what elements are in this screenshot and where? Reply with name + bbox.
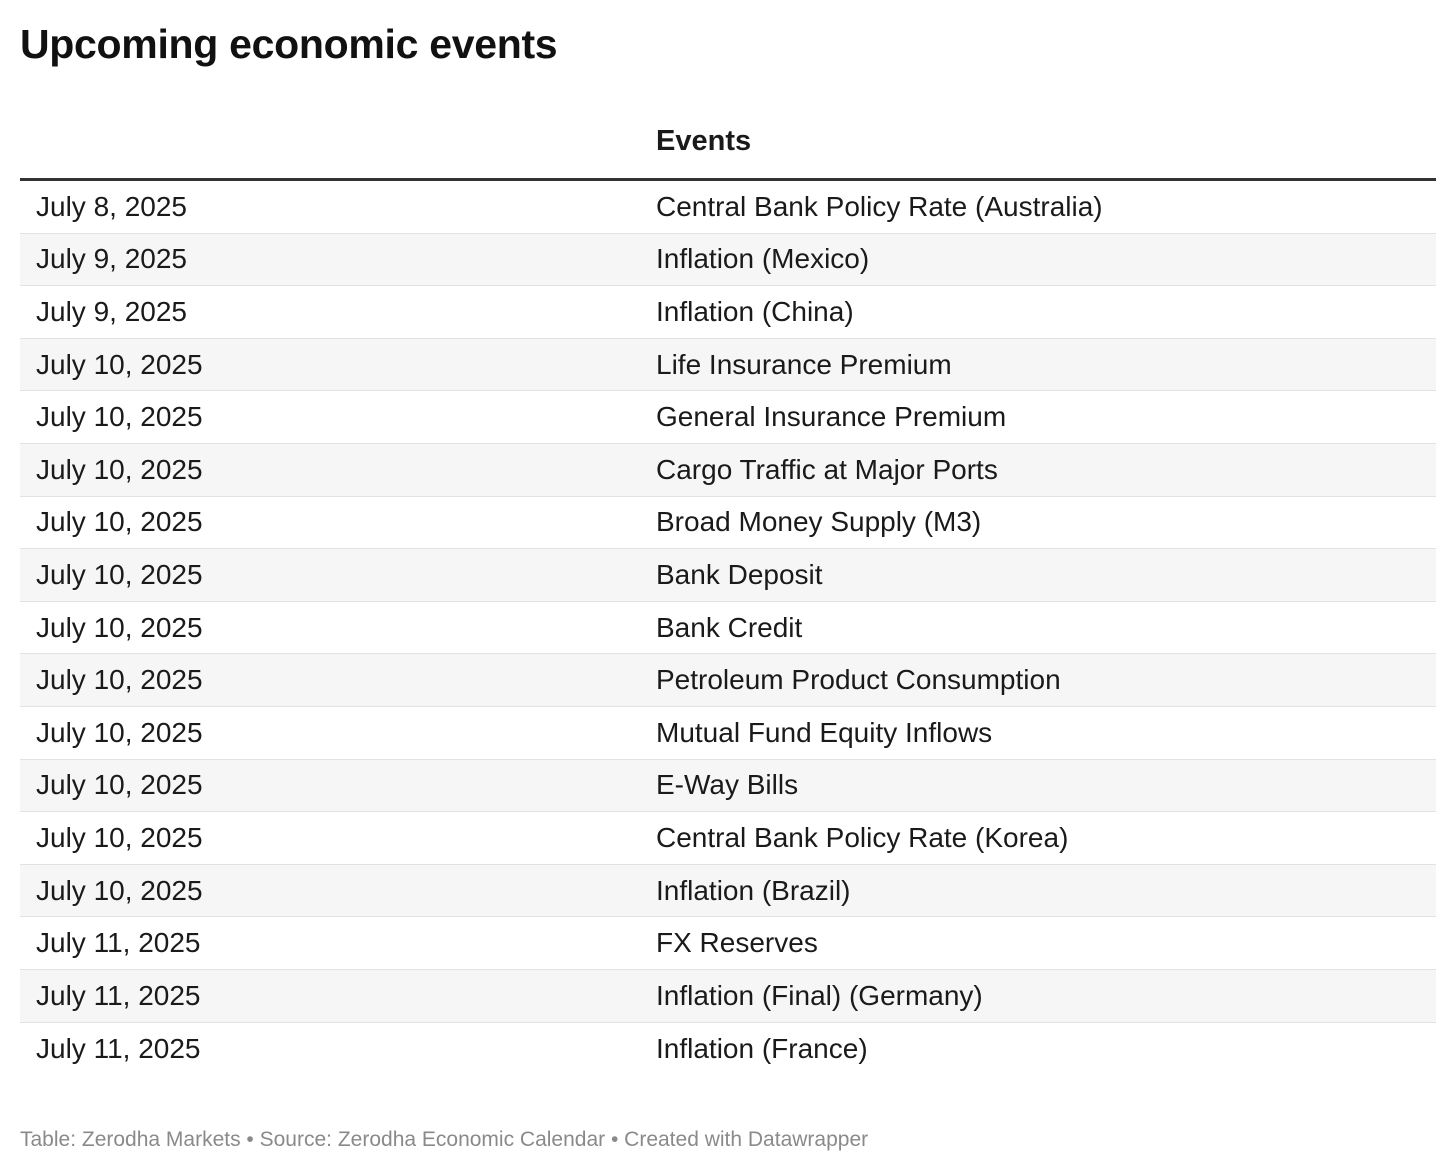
table-row: July 10, 2025 Inflation (Brazil) (20, 864, 1436, 918)
table-row: July 10, 2025 Life Insurance Premium (20, 338, 1436, 392)
table-row: July 10, 2025 Central Bank Policy Rate (K… (20, 812, 1436, 865)
row-event-cell: Inflation (China) (656, 295, 854, 327)
table-row: July 11, 2025 FX Reserves (20, 917, 1436, 970)
row-event-cell: Mutual Fund Equity Inflows (656, 716, 993, 748)
table-title: Upcoming economic events (20, 21, 558, 67)
row-event-cell: FX Reserves (656, 927, 818, 959)
row-date-cell: July 8, 2025 (36, 190, 187, 222)
row-date-cell: July 10, 2025 (36, 401, 203, 433)
row-date-cell: July 10, 2025 (36, 348, 203, 380)
row-event-cell: Broad Money Supply (M3) (656, 506, 982, 538)
row-date-cell: July 11, 2025 (36, 927, 201, 959)
row-date-cell: July 11, 2025 (36, 1032, 201, 1064)
row-date-cell: July 10, 2025 (36, 506, 203, 538)
row-event-cell: Central Bank Policy Rate (Korea) (656, 821, 1069, 853)
row-event-cell: Cargo Traffic at Major Ports (656, 453, 998, 485)
row-date-cell: July 10, 2025 (36, 874, 203, 906)
row-date-cell: July 10, 2025 (36, 558, 203, 590)
row-event-cell: E-Way Bills (656, 769, 799, 801)
table-row: July 10, 2025 Bank Deposit (20, 549, 1436, 602)
row-event-cell: Inflation (Final) (Germany) (656, 979, 983, 1011)
table-row: July 10, 2025 E-Way Bills (20, 759, 1436, 813)
row-date-cell: July 9, 2025 (36, 243, 187, 275)
row-date-cell: July 9, 2025 (36, 295, 187, 327)
row-date-cell: July 10, 2025 (36, 611, 203, 643)
table-row: July 10, 2025 Mutual Fund Equity Inflows (20, 707, 1436, 760)
table-row: July 10, 2025 Broad Money Supply (M3) (20, 497, 1436, 550)
row-event-cell: Central Bank Policy Rate (Australia) (656, 190, 1103, 222)
column-header-events: Events (656, 125, 752, 157)
row-date-cell: July 10, 2025 (36, 769, 203, 801)
table-header-row: Events (20, 110, 1436, 181)
table-row: July 9, 2025 Inflation (Mexico) (20, 233, 1436, 287)
table-body: July 8, 2025 Central Bank Policy Rate (Au… (20, 181, 1436, 1075)
table-row: July 9, 2025 Inflation (China) (20, 286, 1436, 339)
row-event-cell: Inflation (Mexico) (656, 243, 870, 275)
table-row: July 11, 2025 Inflation (France) (20, 1023, 1436, 1076)
table-row: July 10, 2025 General Insurance Premium (20, 391, 1436, 444)
row-event-cell: Bank Credit (656, 611, 803, 643)
row-event-cell: Petroleum Product Consumption (656, 664, 1061, 696)
row-date-cell: July 10, 2025 (36, 453, 203, 485)
row-event-cell: Inflation (France) (656, 1032, 868, 1064)
row-date-cell: July 10, 2025 (36, 716, 203, 748)
table-row: July 10, 2025 Cargo Traffic at Major Port… (20, 443, 1436, 497)
row-date-cell: July 10, 2025 (36, 664, 203, 696)
table-row: July 10, 2025 Petroleum Product Consumpti… (20, 654, 1436, 707)
table-row: July 11, 2025 Inflation (Final) (Germany) (20, 969, 1436, 1023)
table-footer-credits: Table: Zerodha Markets • Source: Zerodha… (20, 1128, 869, 1151)
row-event-cell: Inflation (Brazil) (656, 874, 851, 906)
table-row: July 10, 2025 Bank Credit (20, 602, 1436, 655)
row-date-cell: July 11, 2025 (36, 979, 201, 1011)
table-row: July 8, 2025 Central Bank Policy Rate (Au… (20, 181, 1436, 234)
events-table: Events July 8, 2025 Central Bank Policy R… (20, 110, 1436, 1075)
row-date-cell: July 10, 2025 (36, 821, 203, 853)
row-event-cell: Life Insurance Premium (656, 348, 952, 380)
row-event-cell: Bank Deposit (656, 558, 823, 590)
row-event-cell: General Insurance Premium (656, 401, 1007, 433)
